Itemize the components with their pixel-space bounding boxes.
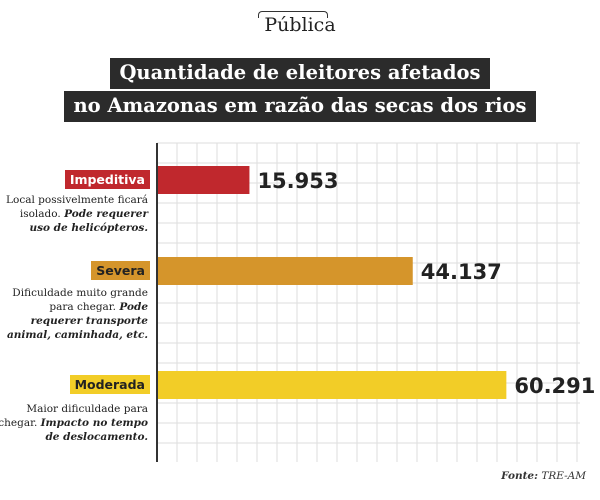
title-line-1: Quantidade de eleitores afetados: [110, 58, 490, 89]
chart-title: Quantidade de eleitores afetados no Amaz…: [0, 58, 600, 122]
description-text: Maior dificuldade para chegar.: [0, 403, 148, 429]
title-line-2: no Amazonas em razão das secas dos rios: [64, 91, 536, 122]
source-label: Fonte:: [501, 470, 538, 482]
category-description-severa: Dificuldade muito grande para chegar. Po…: [0, 286, 148, 342]
source-note: Fonte: TRE-AM: [501, 470, 586, 482]
description-emphasis: Pode requerer transporte animal, caminha…: [6, 301, 148, 341]
category-label-severa: Severa: [91, 261, 150, 280]
category-description-impeditiva: Local possivelmente ficará isolado. Pode…: [0, 193, 148, 235]
description-text: Local possivelmente ficará isolado.: [6, 194, 148, 220]
value-label-impeditiva: 15.953: [257, 169, 338, 193]
category-label-moderada: Moderada: [69, 375, 150, 394]
bar-impeditiva: [158, 166, 250, 194]
logo-brace-decoration: [258, 11, 328, 18]
source-value: TRE-AM: [541, 470, 586, 482]
bar-moderada: [158, 371, 507, 399]
description-text: Dificuldade muito grande para chegar.: [12, 287, 148, 313]
description-emphasis: Impacto no tempo de deslocamento.: [40, 417, 148, 443]
publica-logo: Pública: [264, 14, 336, 36]
category-label-impeditiva: Impeditiva: [64, 170, 150, 189]
value-label-moderada: 60.291: [514, 374, 595, 398]
value-label-severa: 44.137: [421, 260, 502, 284]
description-emphasis: Pode requerer uso de helicópteros.: [29, 208, 148, 234]
bar-severa: [158, 257, 413, 285]
category-description-moderada: Maior dificuldade para chegar. Impacto n…: [0, 402, 148, 444]
